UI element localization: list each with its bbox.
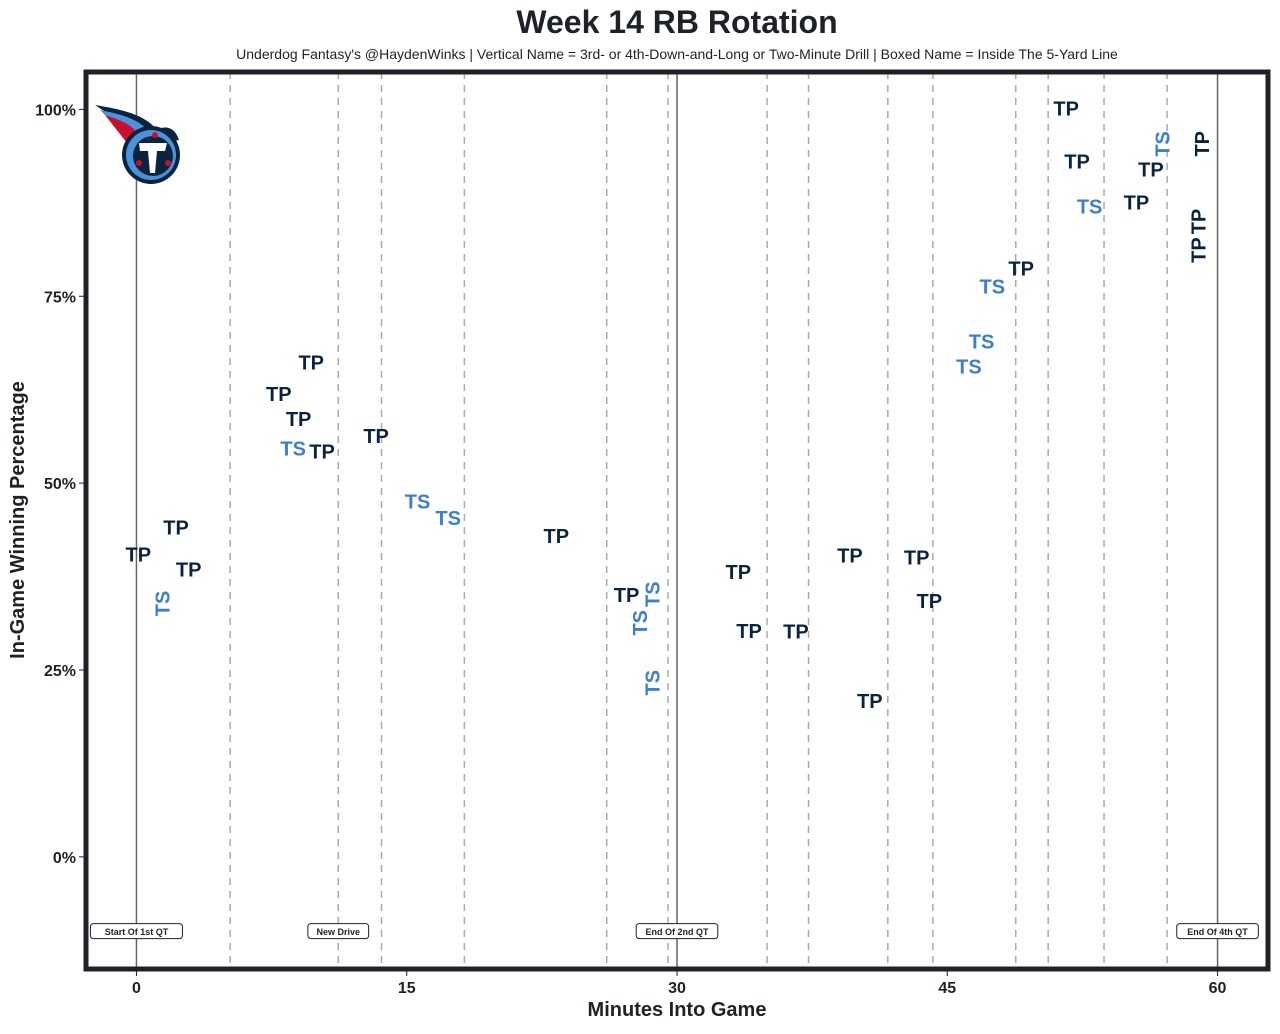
point-label-ts: TS xyxy=(1152,131,1174,157)
point-label-tp: TP xyxy=(298,353,324,375)
point-label-tp: TP xyxy=(736,621,762,643)
point-label-tp: TP xyxy=(1008,258,1034,280)
point-label-tp: TP xyxy=(163,518,189,540)
chart-title: Week 14 RB Rotation xyxy=(516,4,837,40)
y-tick-label: 50% xyxy=(44,476,76,493)
point-label-ts: TS xyxy=(643,670,665,696)
plot-area: Start Of 1st QT New Drive End Of 2nd QT End… xyxy=(35,69,1271,997)
annotation-box xyxy=(1176,923,1259,940)
x-tick-label: 45 xyxy=(938,980,956,997)
annotation-label: New Drive xyxy=(316,927,360,937)
plot-frame xyxy=(83,69,1271,972)
annotation-label: End Of 2nd QT xyxy=(646,927,709,937)
point-label-tp: TP xyxy=(1192,131,1214,157)
y-tick-label: 25% xyxy=(44,663,76,680)
point-label-ts: TS xyxy=(956,356,982,378)
point-label-tp: TP xyxy=(125,545,151,567)
point-label-ts: TS xyxy=(630,610,652,636)
point-label-tp: TP xyxy=(916,591,942,613)
team-logo xyxy=(95,105,180,184)
point-label-ts: TS xyxy=(1077,196,1103,218)
y-tick-label: 100% xyxy=(35,102,76,119)
point-label-tp: TP xyxy=(783,622,809,644)
point-label-ts: TS xyxy=(152,591,174,617)
point-label-tp: TP xyxy=(286,409,312,431)
point-label-tp: TP xyxy=(1138,160,1164,182)
point-label-ts: TS xyxy=(405,492,431,514)
y-tick-label: 0% xyxy=(53,850,76,867)
annotation-label: End Of 4th QT xyxy=(1187,927,1248,937)
point-label-tp: TP xyxy=(725,562,751,584)
annotation-box xyxy=(307,923,370,940)
x-tick-label: 60 xyxy=(1209,980,1227,997)
point-label-ts: TS xyxy=(642,581,664,607)
x-tick-label: 15 xyxy=(398,980,416,997)
point-label-tp: TP xyxy=(904,548,930,570)
annotation-box xyxy=(89,923,183,940)
annotation-label: Start Of 1st QT xyxy=(105,927,169,937)
point-label-tp: TP xyxy=(543,526,569,548)
x-tick-label: 0 xyxy=(132,980,141,997)
point-label-ts: TS xyxy=(435,508,461,530)
point-label-tp: TP xyxy=(1053,98,1079,120)
point-label-ts: TS xyxy=(280,438,306,460)
point-label-tp: TP xyxy=(176,560,202,582)
point-label-tp: TP xyxy=(1124,193,1150,215)
y-axis-label: In-Game Winning Percentage xyxy=(7,381,29,659)
chart-subtitle: Underdog Fantasy's @HaydenWinks | Vertic… xyxy=(236,46,1118,62)
point-label-ts: TS xyxy=(969,331,995,353)
point-label-tp: TP xyxy=(857,691,883,713)
point-label-ts: TS xyxy=(980,276,1006,298)
x-tick-label: 30 xyxy=(668,980,686,997)
point-label-tp: TP xyxy=(266,384,292,406)
annotation-box xyxy=(635,923,719,940)
point-label-tp: TP xyxy=(1064,151,1090,173)
point-label-tp: TP xyxy=(363,426,389,448)
point-label-tp: TP xyxy=(1189,237,1211,263)
point-label-tp: TP xyxy=(614,585,640,607)
point-label-tp: TP xyxy=(309,441,335,463)
point-label-tp: TP xyxy=(837,545,863,567)
x-axis-label: Minutes Into Game xyxy=(588,999,767,1021)
point-label-tp: TP xyxy=(1189,209,1211,235)
y-tick-label: 75% xyxy=(44,289,76,306)
